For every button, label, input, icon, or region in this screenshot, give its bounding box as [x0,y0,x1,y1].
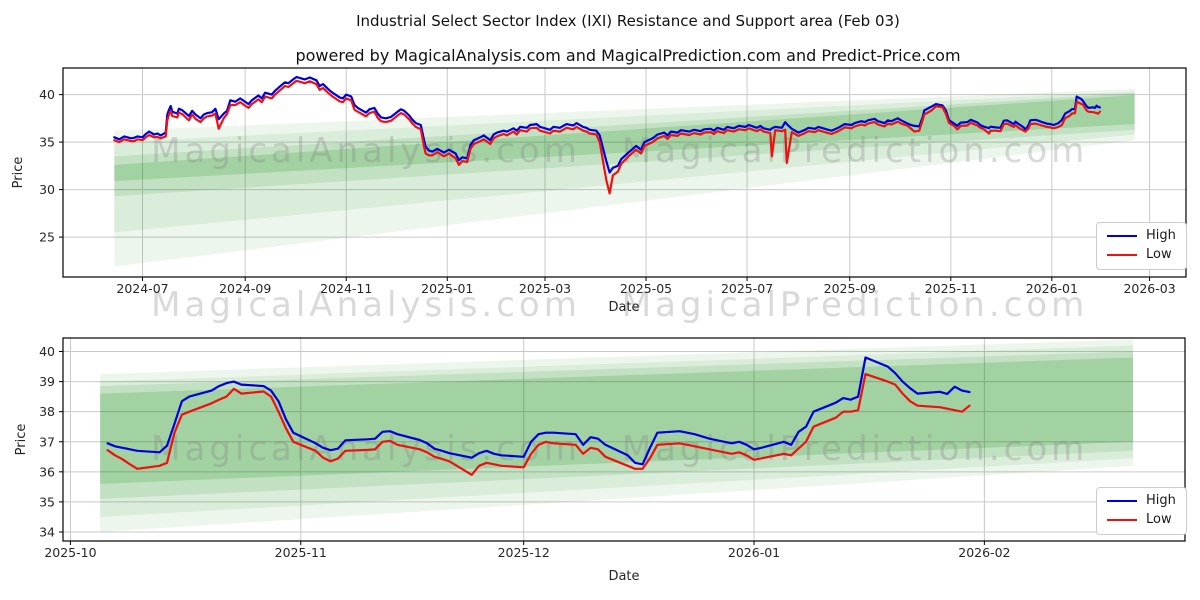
axes-border [62,337,1186,542]
legend-item-high: High [1107,228,1176,243]
x-tick-label: 2026-01 [1026,281,1078,296]
x-tick-label: 2026-02 [958,545,1010,560]
band-polygon [100,357,1133,484]
legend-item-high: High [1107,493,1176,508]
high-line [113,75,1101,174]
page-title: Industrial Select Sector Index (IXI) Res… [356,12,900,30]
x-tick-label: 2025-11 [925,281,977,296]
tick-labels: 2025-10 2025-11 2025-12 2026-01 2026-02 34 35 3… [39,344,1010,560]
tick-marks [59,94,1151,281]
tick-marks [59,351,985,545]
band-polygon [114,95,1135,182]
y-tick-label: 40 [39,87,55,102]
subtitle: powered by MagicalAnalysis.com and Magic… [295,46,961,65]
low-line-swatch [1107,254,1137,257]
y-tick-label: 36 [39,464,55,479]
x-tick-label: 2026-01 [728,545,780,560]
x-tick-label: 2024-11 [320,281,372,296]
band-polygon [100,345,1133,517]
x-tick-label: 2024-07 [116,281,168,296]
x-tick-label: 2025-11 [275,545,327,560]
top-chart-area: MagicalAnalysis.com MagicalPrediction.com… [11,67,1187,325]
x-tick-label: 2025-05 [620,281,672,296]
band-polygon [100,339,1133,532]
x-axis-label: Date [608,569,639,584]
legend-item-low: Low [1107,247,1176,263]
support-resistance-bands [114,88,1135,267]
x-tick-label: 2026-03 [1123,281,1175,296]
axes: 2024-07 2024-09 2024-11 2025-01 2025-03 2025-… [11,67,1187,315]
x-tick-label: 2025-07 [721,281,773,296]
legend-bottom: High Low [1096,487,1187,535]
y-tick-label: 30 [39,182,55,197]
y-axis-label: Price [11,157,26,189]
watermark-text: MagicalAnalysis.com [151,285,581,325]
watermark-text: MagicalPrediction.com [622,429,1089,469]
y-tick-label: 37 [39,434,55,449]
y-tick-label: 25 [39,230,55,245]
axes-border [62,67,1187,278]
support-resistance-bands [100,339,1133,532]
y-tick-label: 35 [39,135,55,150]
legend-label-high: High [1146,228,1176,243]
low-line-swatch [1107,519,1137,522]
x-tick-label: 2025-03 [519,281,571,296]
band-polygon [114,93,1135,197]
high-line [106,356,971,466]
high-line-swatch [1107,235,1137,238]
price-lines [106,356,971,476]
y-tick-label: 39 [39,374,55,389]
x-axis-label: Date [608,300,639,315]
legend-item-low: Low [1107,512,1176,528]
legend-top: High Low [1096,222,1187,270]
y-axis-label: Price [14,424,29,456]
legend-label-low: Low [1146,512,1172,528]
low-line [113,79,1101,195]
axes: 2025-10 2025-11 2025-12 2026-01 2026-02 34 35 3… [14,337,1186,584]
band-polygon [114,88,1135,267]
x-tick-label: 2025-09 [824,281,876,296]
y-tick-label: 35 [39,494,55,509]
gridlines [63,338,1185,541]
band-polygon [100,351,1133,499]
watermark-text: MagicalPrediction.com [622,285,1089,325]
price-lines [113,75,1101,195]
watermarks: MagicalAnalysis.com MagicalPrediction.com… [151,131,1089,325]
y-tick-label: 40 [39,344,55,359]
watermark-text: MagicalPrediction.com [622,131,1089,171]
bottom-chart-area: MagicalAnalysis.com MagicalPrediction.com… [14,337,1186,584]
x-tick-label: 2025-01 [421,281,473,296]
high-line-swatch [1107,500,1137,503]
watermark-text: MagicalAnalysis.com [151,131,581,171]
y-tick-label: 38 [39,404,55,419]
x-tick-label: 2024-09 [219,281,271,296]
y-tick-label: 34 [39,524,55,539]
legend-label-low: Low [1146,247,1172,263]
x-tick-label: 2025-10 [44,545,96,560]
x-tick-label: 2025-12 [498,545,550,560]
low-line [106,373,971,476]
gridlines [63,68,1186,277]
legend-label-high: High [1146,493,1176,508]
tick-labels: 2024-07 2024-09 2024-11 2025-01 2025-03 2025-… [39,87,1176,296]
